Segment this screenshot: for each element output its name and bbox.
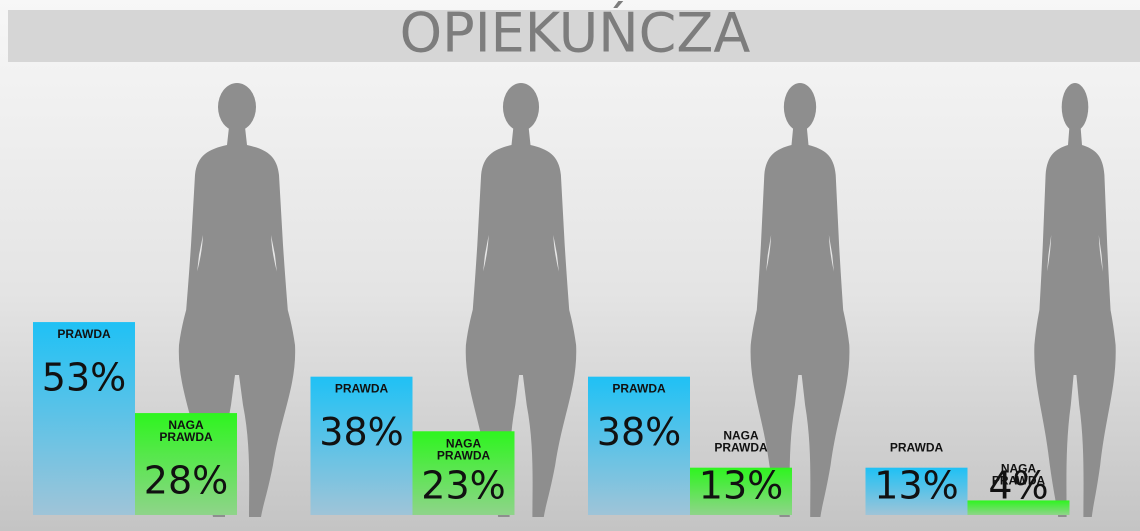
value-label: 38%: [597, 410, 681, 454]
value-label: 38%: [319, 410, 403, 454]
series-label: PRAWDA: [335, 382, 389, 396]
chart-title: OPIEKUŃCZA: [400, 2, 751, 65]
series-label: PRAWDA: [612, 382, 666, 396]
value-label: 13%: [874, 464, 958, 508]
value-label: 23%: [421, 464, 505, 508]
value-label: 13%: [699, 464, 783, 508]
value-label: 53%: [42, 356, 126, 400]
series-label: PRAWDA: [890, 441, 944, 455]
value-label: 28%: [144, 459, 228, 503]
value-label: 4%: [988, 464, 1048, 508]
series-label: PRAWDA: [57, 327, 111, 341]
bar: [33, 322, 135, 515]
infographic: OPIEKUŃCZA PRAWDA53%NAGAPRAWDA28%PRAWDA3…: [0, 0, 1140, 531]
